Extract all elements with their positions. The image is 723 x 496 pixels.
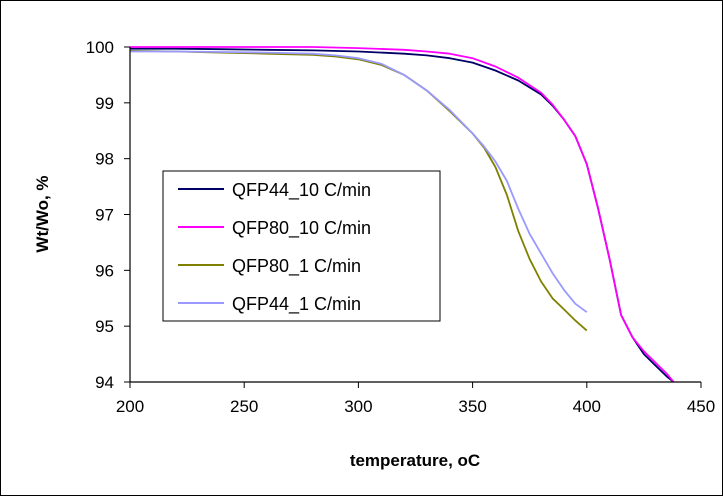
legend-label-3: QFP80_1 C/min <box>232 256 361 277</box>
x-tick-label: 300 <box>344 397 372 416</box>
series-layer <box>129 46 675 383</box>
legend-label-4: QFP44_1 C/min <box>232 294 361 315</box>
y-tick-label: 100 <box>86 38 114 57</box>
y-tick-label: 96 <box>95 261 114 280</box>
x-tick-label: 200 <box>116 397 144 416</box>
legend-label-2: QFP80_10 C/min <box>232 218 371 239</box>
y-tick-label: 97 <box>95 206 114 225</box>
legend-label-1: QFP44_10 C/min <box>232 180 371 201</box>
series-line-2 <box>130 46 675 383</box>
y-tick-label: 99 <box>95 94 114 113</box>
x-tick-label: 250 <box>230 397 258 416</box>
x-axis-label: temperature, oC <box>350 451 480 470</box>
y-ticks: 94 95 96 97 98 99 100 <box>86 38 130 392</box>
y-tick-label: 98 <box>95 150 114 169</box>
x-tick-label: 450 <box>687 397 715 416</box>
legend-box <box>162 170 441 322</box>
x-tick-label: 350 <box>458 397 486 416</box>
y-axis-label: Wt/Wo, % <box>33 175 52 252</box>
y-tick-label: 94 <box>95 373 114 392</box>
x-tick-label: 400 <box>573 397 601 416</box>
y-tick-label: 95 <box>95 317 114 336</box>
series-line-4 <box>130 50 588 313</box>
legend: QFP44_10 C/min QFP80_10 C/min QFP80_1 C/mi… <box>162 170 441 322</box>
x-ticks: 200 250 300 350 400 450 <box>116 382 715 416</box>
